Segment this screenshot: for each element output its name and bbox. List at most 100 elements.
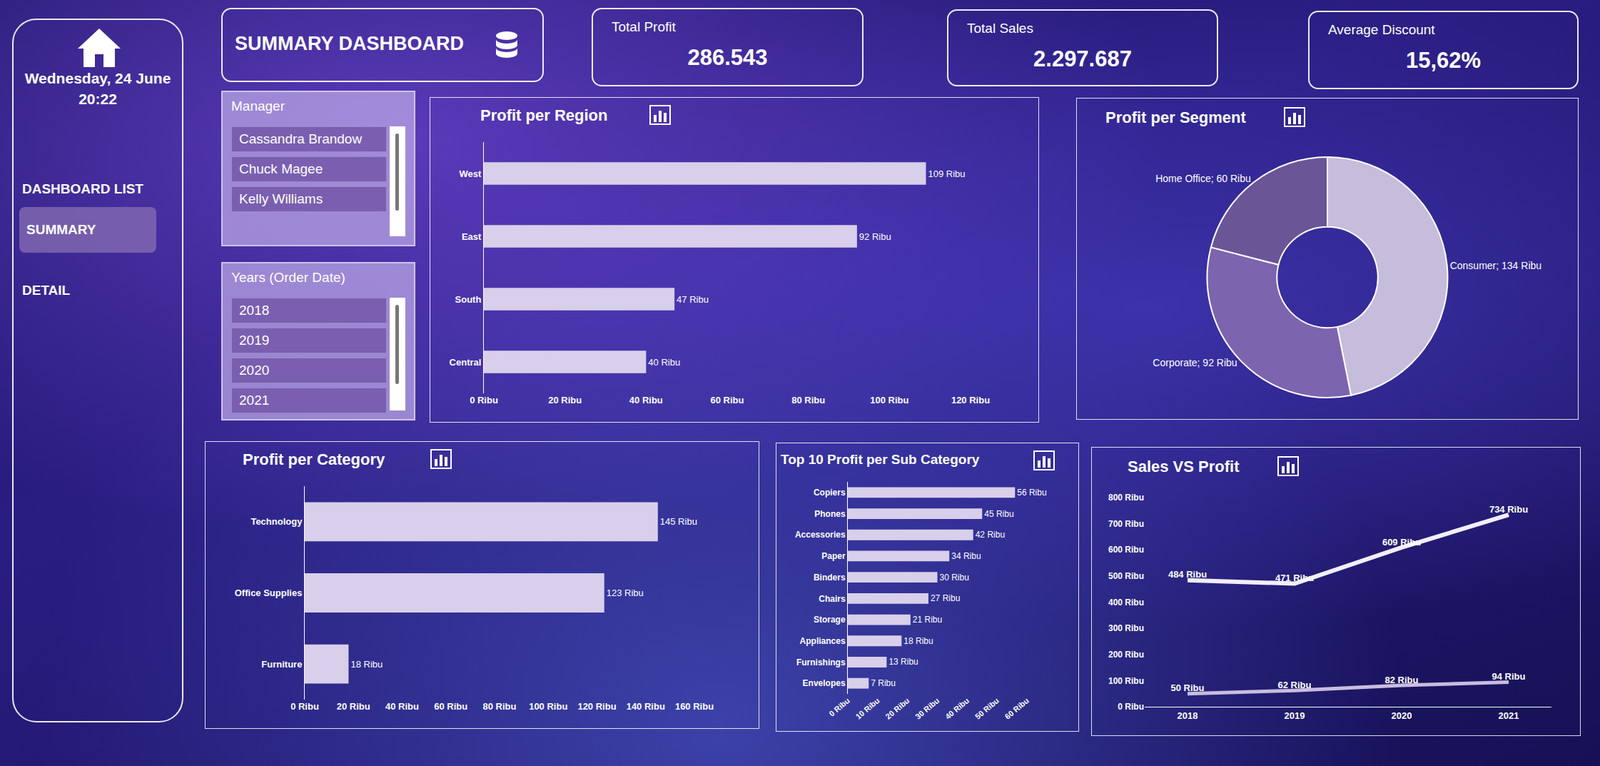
- svg-text:40 Ribu: 40 Ribu: [385, 700, 419, 712]
- html-text:Profit per Category: Profit per Category: [242, 450, 385, 469]
- svg-text:Copiers: Copiers: [813, 487, 846, 498]
- html-text:DETAIL: DETAIL: [22, 282, 71, 298]
- html-text:Manager: Manager: [231, 98, 285, 114]
- svg-text:Storage: Storage: [813, 614, 846, 625]
- svg-text:109 Ribu: 109 Ribu: [927, 168, 965, 180]
- svg-text:Furnishings: Furnishings: [796, 657, 846, 668]
- svg-text:609 Ribu: 609 Ribu: [1382, 536, 1421, 548]
- svg-text:92 Ribu: 92 Ribu: [859, 231, 892, 242]
- html-text:Chuck Magee: Chuck Magee: [239, 161, 323, 177]
- html-text:Average Discount: Average Discount: [1328, 22, 1435, 38]
- svg-text:80 Ribu: 80 Ribu: [483, 700, 517, 712]
- html-text:Cassandra Brandow: Cassandra Brandow: [239, 131, 362, 147]
- svg-text:34 Ribu: 34 Ribu: [951, 550, 981, 561]
- svg-text:42 Ribu: 42 Ribu: [975, 529, 1005, 540]
- svg-text:20 Ribu: 20 Ribu: [883, 695, 911, 721]
- html-text:Total Sales: Total Sales: [966, 20, 1034, 36]
- svg-text:100 Ribu: 100 Ribu: [1108, 675, 1144, 686]
- svg-text:800 Ribu: 800 Ribu: [1108, 492, 1144, 503]
- svg-text:40 Ribu: 40 Ribu: [647, 356, 681, 368]
- svg-text:Technology: Technology: [250, 515, 303, 527]
- svg-text:18 Ribu: 18 Ribu: [350, 658, 383, 670]
- svg-text:Home Office; 60 Ribu: Home Office; 60 Ribu: [1155, 172, 1252, 185]
- html-text:2.297.687: 2.297.687: [1033, 46, 1132, 72]
- svg-text:2021: 2021: [1498, 710, 1520, 721]
- svg-text:2020: 2020: [1391, 710, 1413, 721]
- svg-text:0 Ribu: 0 Ribu: [290, 700, 320, 712]
- html-text:Profit per Segment: Profit per Segment: [1105, 108, 1246, 127]
- svg-text:27 Ribu: 27 Ribu: [930, 593, 960, 604]
- svg-text:0 Ribu: 0 Ribu: [1117, 701, 1144, 712]
- svg-text:94 Ribu: 94 Ribu: [1492, 670, 1526, 682]
- svg-text:Envelopes: Envelopes: [802, 677, 846, 688]
- svg-text:500 Ribu: 500 Ribu: [1108, 570, 1144, 581]
- svg-text:21 Ribu: 21 Ribu: [912, 614, 943, 625]
- svg-text:100 Ribu: 100 Ribu: [528, 700, 568, 712]
- svg-text:Furniture: Furniture: [261, 658, 302, 670]
- svg-text:18 Ribu: 18 Ribu: [903, 635, 933, 646]
- svg-text:South: South: [455, 294, 482, 305]
- svg-text:40 Ribu: 40 Ribu: [943, 695, 971, 721]
- svg-text:50 Ribu: 50 Ribu: [973, 695, 1001, 721]
- svg-text:80 Ribu: 80 Ribu: [791, 394, 825, 406]
- html-text:Profit per Region: Profit per Region: [480, 106, 608, 125]
- svg-text:Paper: Paper: [821, 550, 846, 561]
- svg-text:60 Ribu: 60 Ribu: [1003, 695, 1031, 721]
- svg-text:Appliances: Appliances: [800, 635, 846, 646]
- svg-text:734 Ribu: 734 Ribu: [1489, 503, 1528, 515]
- html-text:15,62%: 15,62%: [1405, 47, 1481, 73]
- svg-text:20 Ribu: 20 Ribu: [336, 700, 371, 712]
- svg-text:120 Ribu: 120 Ribu: [577, 700, 616, 712]
- html-text:Wednesday, 24 June: Wednesday, 24 June: [24, 69, 171, 87]
- svg-text:140 Ribu: 140 Ribu: [626, 700, 666, 712]
- svg-text:30 Ribu: 30 Ribu: [939, 572, 970, 583]
- svg-text:0 Ribu: 0 Ribu: [469, 394, 499, 406]
- svg-text:484 Ribu: 484 Ribu: [1168, 568, 1207, 580]
- html-text:SUMMARY: SUMMARY: [26, 221, 96, 237]
- svg-text:2019: 2019: [1284, 710, 1306, 721]
- html-text:20:22: 20:22: [78, 90, 117, 108]
- svg-text:Office Supplies: Office Supplies: [234, 587, 303, 599]
- svg-text:10 Ribu: 10 Ribu: [853, 695, 881, 721]
- svg-text:30 Ribu: 30 Ribu: [913, 695, 941, 721]
- svg-text:200 Ribu: 200 Ribu: [1108, 649, 1144, 660]
- svg-text:Chairs: Chairs: [818, 593, 846, 604]
- svg-text:Central: Central: [449, 356, 482, 368]
- svg-text:2018: 2018: [1177, 710, 1199, 721]
- svg-text:Accessories: Accessories: [795, 529, 846, 540]
- svg-text:160 Ribu: 160 Ribu: [675, 700, 714, 712]
- svg-text:13 Ribu: 13 Ribu: [888, 656, 918, 667]
- svg-text:56 Ribu: 56 Ribu: [1016, 487, 1047, 498]
- svg-text:123 Ribu: 123 Ribu: [606, 587, 644, 599]
- svg-text:Corporate; 92 Ribu: Corporate; 92 Ribu: [1152, 356, 1237, 369]
- svg-text:50 Ribu: 50 Ribu: [1171, 682, 1205, 693]
- html-text:SUMMARY DASHBOARD: SUMMARY DASHBOARD: [234, 32, 464, 55]
- svg-text:120 Ribu: 120 Ribu: [951, 394, 990, 406]
- svg-text:60 Ribu: 60 Ribu: [433, 700, 468, 712]
- svg-text:Binders: Binders: [813, 572, 846, 583]
- svg-text:40 Ribu: 40 Ribu: [629, 394, 663, 406]
- html-text:286.543: 286.543: [687, 44, 768, 70]
- svg-text:100 Ribu: 100 Ribu: [869, 394, 909, 406]
- svg-text:7 Ribu: 7 Ribu: [870, 677, 896, 688]
- svg-text:145 Ribu: 145 Ribu: [660, 515, 698, 527]
- svg-text:300 Ribu: 300 Ribu: [1108, 623, 1144, 634]
- html-text:Total Profit: Total Profit: [611, 19, 676, 35]
- svg-text:45 Ribu: 45 Ribu: [984, 508, 1014, 519]
- svg-text:471 Ribu: 471 Ribu: [1275, 572, 1314, 584]
- svg-text:20 Ribu: 20 Ribu: [548, 394, 582, 406]
- svg-text:60 Ribu: 60 Ribu: [710, 394, 745, 406]
- svg-text:Consumer; 134 Ribu: Consumer; 134 Ribu: [1450, 259, 1542, 272]
- svg-text:82 Ribu: 82 Ribu: [1385, 674, 1419, 686]
- svg-text:0 Ribu: 0 Ribu: [827, 695, 851, 718]
- html-text:DASHBOARD LIST: DASHBOARD LIST: [22, 181, 144, 197]
- svg-text:62 Ribu: 62 Ribu: [1278, 679, 1312, 691]
- html-text:Sales VS Profit: Sales VS Profit: [1127, 457, 1240, 476]
- svg-text:Phones: Phones: [814, 508, 846, 519]
- svg-text:East: East: [461, 231, 482, 242]
- svg-text:700 Ribu: 700 Ribu: [1108, 518, 1144, 529]
- svg-text:47 Ribu: 47 Ribu: [676, 294, 709, 305]
- svg-text:600 Ribu: 600 Ribu: [1108, 544, 1144, 555]
- svg-text:400 Ribu: 400 Ribu: [1108, 597, 1144, 608]
- svg-text:West: West: [459, 168, 482, 180]
